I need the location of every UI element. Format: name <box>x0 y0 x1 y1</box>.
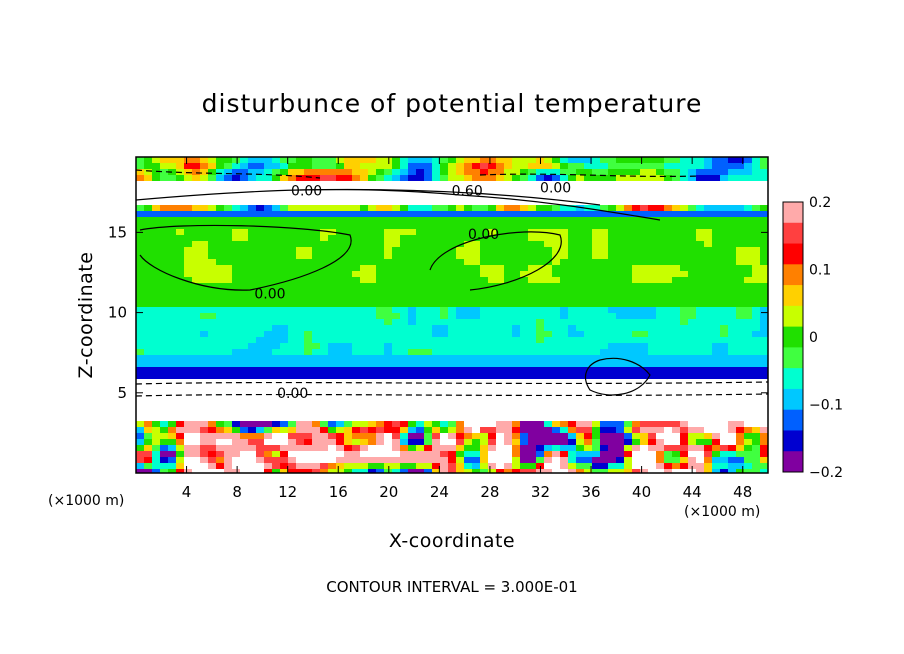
colorbar-label: 0.1 <box>809 263 831 279</box>
contour-label: 0.60 <box>452 184 483 200</box>
x-tick-label: 8 <box>232 483 242 501</box>
x-tick-label: 4 <box>182 483 192 501</box>
z-axis-ticks: 5 10 15 <box>108 223 768 402</box>
contour-label: 0.00 <box>291 184 322 200</box>
contour-label: 0.00 <box>277 386 308 402</box>
x-tick-label: 16 <box>329 483 348 501</box>
colorbar-cell <box>783 326 803 348</box>
colorbar-cell <box>783 347 803 369</box>
colorbar-cell <box>783 430 803 452</box>
z-unit-label: (×1000 m) <box>48 493 124 509</box>
x-axis-label: X-coordinate <box>389 530 515 552</box>
z-axis-label: Z-coordinate <box>75 252 97 379</box>
colorbar-cell <box>783 368 803 390</box>
plot-frame <box>135 156 769 474</box>
colorbar-label: −0.2 <box>809 465 843 481</box>
contour-line <box>139 224 352 291</box>
colorbar-cell <box>783 264 803 286</box>
colorbar-cell <box>783 305 803 328</box>
z-tick-label: 10 <box>108 304 127 322</box>
x-tick-label: 36 <box>581 483 600 501</box>
contour-line <box>585 357 651 396</box>
z-tick-label: 5 <box>117 384 127 402</box>
x-unit-label: (×1000 m) <box>684 504 760 520</box>
x-tick-label: 20 <box>379 483 398 501</box>
contour-label: 0.00 <box>540 180 571 196</box>
contour-line <box>299 188 601 206</box>
contour-line <box>136 393 768 397</box>
contour-line <box>429 231 562 291</box>
contour-line <box>479 173 701 178</box>
chart-title: disturbunce of potential temperature <box>202 89 703 118</box>
x-tick-label: 40 <box>632 483 651 501</box>
x-axis-ticks: 4 8 12 16 20 24 28 32 36 40 44 48 <box>182 157 752 501</box>
z-tick-label: 15 <box>108 223 127 241</box>
colorbar-cell <box>783 243 803 265</box>
contour-label: 0.00 <box>254 286 285 302</box>
colorbar-cell <box>783 409 803 431</box>
colorbar-cell <box>783 451 803 473</box>
colorbar-cell <box>783 202 803 224</box>
heatmap-field <box>136 157 768 473</box>
x-tick-label: 28 <box>480 483 499 501</box>
contour-label: 0.00 <box>468 227 499 243</box>
contour-line <box>136 169 321 179</box>
x-tick-label: 24 <box>430 483 449 501</box>
colorbar-label: 0.2 <box>809 195 831 211</box>
contour-labels: 0.00 0.60 0.00 0.00 0.00 0.00 <box>254 180 571 401</box>
contour-lines <box>136 169 768 397</box>
x-tick-label: 12 <box>278 483 297 501</box>
x-tick-label: 44 <box>683 483 702 501</box>
colorbar-cell <box>783 222 803 245</box>
contour-line <box>136 381 768 385</box>
colorbar-label: −0.1 <box>809 398 843 414</box>
colorbar-cell <box>783 285 803 307</box>
x-tick-label: 32 <box>531 483 550 501</box>
colorbar-frame <box>782 201 804 473</box>
colorbar-labels: 0.2 0.1 0 −0.1 −0.2 <box>809 195 843 481</box>
colorbar-label: 0 <box>809 330 818 346</box>
colorbar-cells <box>783 202 803 473</box>
x-tick-label: 48 <box>733 483 752 501</box>
plot-area: 0.00 0.60 0.000.000.000.00 4 8 12 16 20 24 28 32 3… <box>108 156 769 501</box>
contour-line <box>136 188 661 221</box>
colorbar-cell <box>783 388 803 411</box>
colorbar: 0.2 0.1 0 −0.1 −0.2 <box>782 195 843 481</box>
contour-interval-note: CONTOUR INTERVAL = 3.000E-01 <box>326 578 577 596</box>
